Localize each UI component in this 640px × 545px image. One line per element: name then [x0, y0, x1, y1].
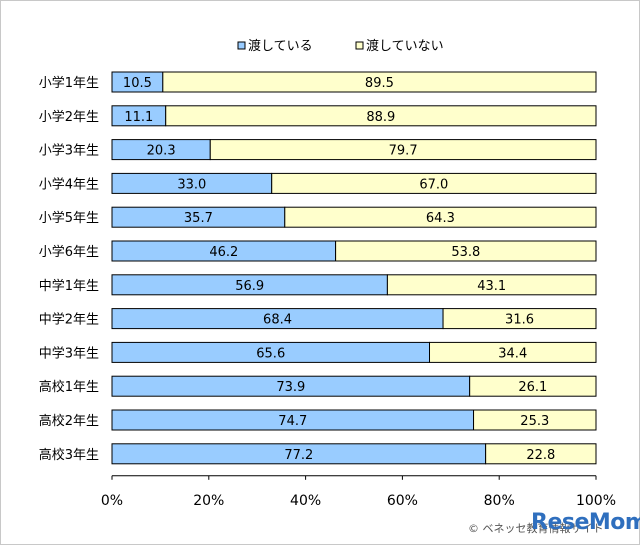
data-label: 79.7: [389, 144, 418, 159]
data-label: 56.9: [235, 279, 264, 294]
bar-not-given: [165, 105, 597, 127]
data-label: 89.5: [365, 76, 394, 91]
category-label: 中学2年生: [39, 312, 99, 328]
x-tick-label: 40%: [290, 493, 321, 509]
bar-not-given: [429, 341, 597, 363]
data-label: 77.2: [284, 448, 313, 463]
data-label: 88.9: [366, 110, 395, 125]
data-label: 34.4: [498, 346, 527, 361]
data-label: 43.1: [477, 279, 506, 294]
legend-label: 渡している: [248, 38, 313, 54]
legend-label: 渡していない: [366, 38, 444, 54]
bar-not-given: [485, 443, 597, 465]
data-label: 20.3: [147, 144, 176, 159]
data-label: 22.8: [526, 448, 555, 463]
legend-swatch: [237, 41, 246, 50]
data-label: 74.7: [278, 414, 307, 429]
category-label: 中学3年生: [39, 345, 99, 361]
category-label: 小学6年生: [39, 244, 99, 260]
category-label: 小学4年生: [39, 176, 99, 192]
data-label: 68.4: [263, 313, 292, 328]
data-label: 67.0: [419, 177, 448, 192]
resemom-logo: ReseMom: [531, 510, 640, 535]
legend-swatch: [355, 41, 364, 50]
bar-not-given: [335, 240, 597, 262]
data-label: 10.5: [123, 76, 152, 91]
data-label: 73.9: [276, 380, 305, 395]
bar-not-given: [162, 71, 597, 93]
data-label: 31.6: [505, 313, 534, 328]
bar-not-given: [271, 172, 597, 194]
category-label: 高校1年生: [39, 379, 99, 395]
category-label: 高校2年生: [39, 413, 99, 429]
x-tick-label: 20%: [193, 493, 224, 509]
category-label: 高校3年生: [39, 447, 99, 463]
bar-not-given: [469, 375, 597, 397]
category-label: 小学3年生: [39, 143, 99, 159]
data-label: 25.3: [520, 414, 549, 429]
bar-not-given: [442, 308, 597, 330]
data-label: 26.1: [518, 380, 547, 395]
data-label: 64.3: [426, 211, 455, 226]
category-label: 小学2年生: [39, 109, 99, 125]
bar-not-given: [386, 274, 597, 296]
credit-text: © ベネッセ教育情報サイト: [468, 522, 604, 535]
data-label: 46.2: [209, 245, 238, 260]
category-label: 小学5年生: [39, 210, 99, 226]
x-tick-label: 80%: [484, 493, 515, 509]
category-label: 小学1年生: [39, 75, 99, 91]
bar-not-given: [209, 139, 597, 161]
bar-not-given: [473, 409, 597, 431]
x-tick-label: 100%: [576, 493, 616, 509]
data-label: 35.7: [184, 211, 213, 226]
data-label: 11.1: [124, 110, 153, 125]
data-label: 65.6: [256, 346, 285, 361]
data-label: 53.8: [451, 245, 480, 260]
x-tick-label: 0%: [101, 493, 123, 509]
data-label: 33.0: [177, 177, 206, 192]
x-tick-label: 60%: [387, 493, 418, 509]
bar-not-given: [284, 206, 597, 228]
category-label: 中学1年生: [39, 278, 99, 294]
